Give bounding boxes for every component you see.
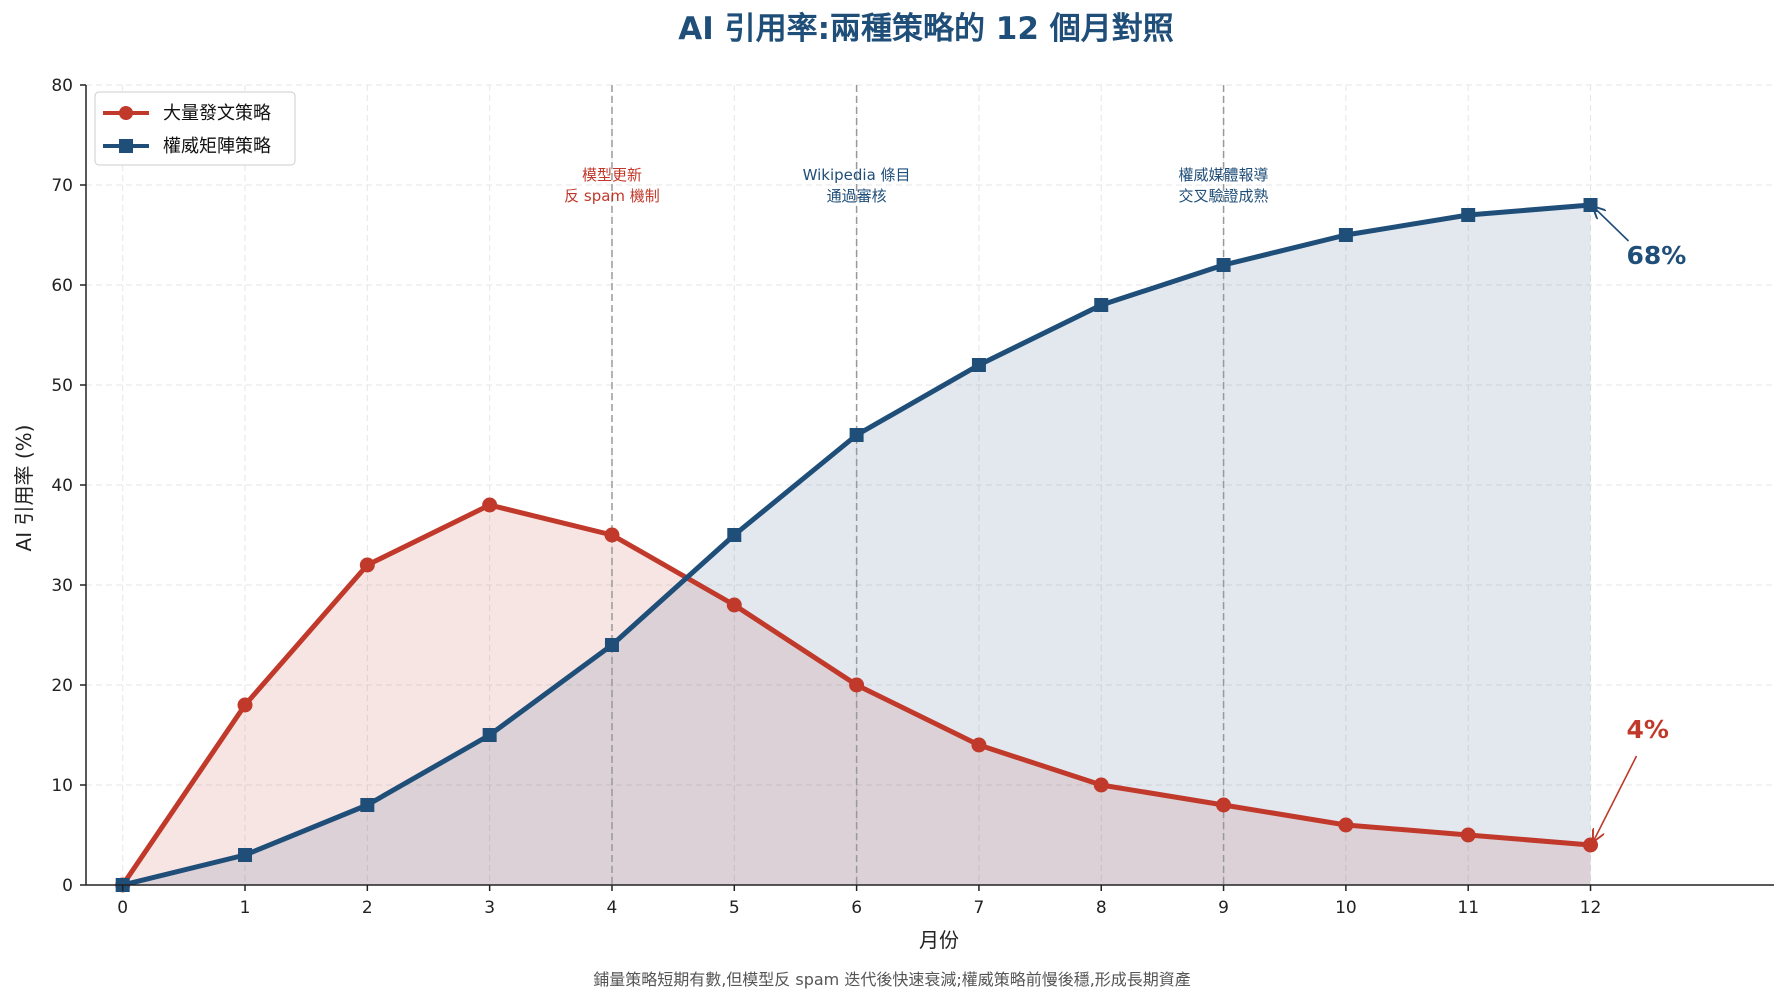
x-tick-label-1: 1	[240, 898, 251, 918]
data-point-s1-8	[1094, 298, 1109, 312]
y-tick-label-4: 40	[51, 476, 73, 496]
event-text-0-0: 模型更新	[582, 166, 642, 184]
y-axis-label: AI 引用率 (%)	[12, 425, 36, 552]
data-point-s0-12	[1583, 837, 1599, 853]
end-label-arrow-0	[1594, 207, 1630, 242]
data-point-s1-3	[482, 728, 497, 742]
end-label-arrow-1	[1594, 755, 1638, 841]
y-tick-label-2: 20	[51, 676, 73, 696]
legend-item-1: 權威矩陣策略	[103, 136, 271, 157]
data-point-s1-1	[238, 848, 253, 862]
legend-marker-square	[119, 139, 133, 153]
data-point-s1-7	[971, 358, 986, 372]
x-tick-label-0: 0	[117, 898, 128, 918]
y-tick-label-8: 80	[51, 76, 73, 96]
end-label-0: 68%	[1627, 241, 1687, 270]
legend-item-0: 大量發文策略	[103, 103, 271, 124]
end-label-1: 4%	[1627, 715, 1669, 744]
x-axis-label: 月份	[919, 928, 959, 952]
x-tick-label-11: 11	[1457, 898, 1479, 918]
data-point-s1-11	[1461, 208, 1476, 222]
data-point-s1-6	[849, 428, 864, 442]
data-point-s0-6	[849, 677, 865, 693]
data-point-s0-2	[359, 557, 375, 573]
x-tick-label-8: 8	[1096, 898, 1107, 918]
data-point-s1-10	[1338, 228, 1353, 242]
data-point-s0-1	[237, 697, 253, 713]
data-point-s0-5	[726, 597, 742, 613]
y-tick-label-5: 50	[51, 376, 73, 396]
x-tick-label-9: 9	[1218, 898, 1229, 918]
legend-label-0: 大量發文策略	[163, 103, 271, 124]
data-point-s1-2	[360, 798, 375, 812]
data-point-s0-3	[482, 497, 498, 513]
data-point-s0-11	[1460, 827, 1476, 843]
data-point-s1-9	[1216, 258, 1231, 272]
series-lines	[115, 198, 1599, 893]
event-text-0-1: 反 spam 機制	[564, 187, 660, 205]
legend: 大量發文策略 權威矩陣策略	[94, 91, 296, 166]
end-labels: 68% 4%	[1594, 207, 1687, 841]
x-tick-label-6: 6	[851, 898, 862, 918]
y-tick-label-3: 30	[51, 576, 73, 596]
y-tick-label-6: 60	[51, 276, 73, 296]
data-point-s0-7	[971, 737, 987, 753]
x-tick-label-10: 10	[1335, 898, 1357, 918]
data-point-s0-10	[1338, 817, 1354, 833]
legend-label-1: 權威矩陣策略	[163, 136, 271, 157]
x-tick-label-7: 7	[974, 898, 985, 918]
data-point-s1-5	[727, 528, 742, 542]
x-tick-label-5: 5	[729, 898, 740, 918]
x-tick-label-2: 2	[362, 898, 373, 918]
x-tick-label-4: 4	[607, 898, 618, 918]
chart-title: AI 引用率:兩種策略的 12 個月對照	[678, 11, 1173, 47]
y-tick-label-0: 0	[62, 876, 73, 896]
data-point-s0-8	[1093, 777, 1109, 793]
data-point-s0-4	[604, 527, 620, 543]
event-text-1-1: 通過審核	[827, 187, 887, 205]
x-tick-label-12: 12	[1580, 898, 1602, 918]
x-tick-label-3: 3	[484, 898, 495, 918]
y-tick-label-1: 10	[51, 776, 73, 796]
data-point-s0-9	[1216, 797, 1232, 813]
event-text-1-0: Wikipedia 條目	[803, 166, 911, 184]
legend-marker-circle	[119, 106, 133, 120]
chart-caption: 鋪量策略短期有數,但模型反 spam 迭代後快速衰減;權威策略前慢後穩,形成長期…	[593, 970, 1191, 989]
data-point-s1-4	[604, 638, 619, 652]
y-tick-label-7: 70	[51, 176, 73, 196]
event-text-2-0: 權威媒體報導	[1179, 166, 1269, 184]
event-text-2-1: 交叉驗證成熟	[1179, 187, 1269, 205]
